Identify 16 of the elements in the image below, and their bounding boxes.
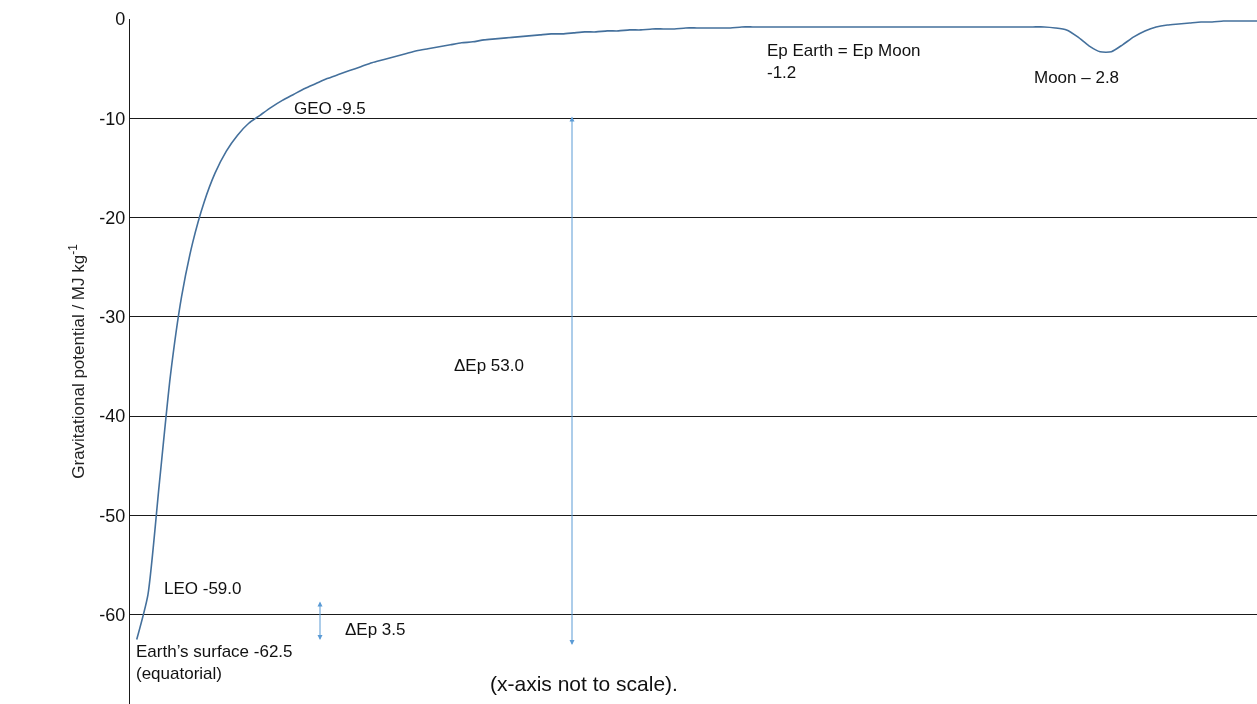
annotation: Ep Earth = Ep Moon -1.2 (767, 41, 921, 83)
y-tick-label: -10 (99, 108, 126, 129)
annotation: Earth’s surface -62.5 (equatorial) (136, 642, 293, 684)
annotation: ΔEp 53.0 (454, 356, 524, 375)
annotation: ΔEp 3.5 (345, 620, 406, 639)
annotation: Moon – 2.8 (1034, 68, 1120, 87)
y-tick-label: -50 (99, 505, 126, 526)
annotation: GEO -9.5 (294, 99, 366, 118)
y-tick-label: 0 (115, 9, 126, 30)
y-tick-label: -20 (99, 207, 126, 228)
line-series (135, 20, 1257, 641)
y-tick-label: -60 (99, 604, 126, 625)
annotation: (x-axis not to scale). (490, 672, 678, 695)
y-tick-label: -30 (99, 307, 126, 328)
y-tick-label: -40 (99, 406, 126, 427)
annotation: LEO -59.0 (164, 579, 242, 598)
